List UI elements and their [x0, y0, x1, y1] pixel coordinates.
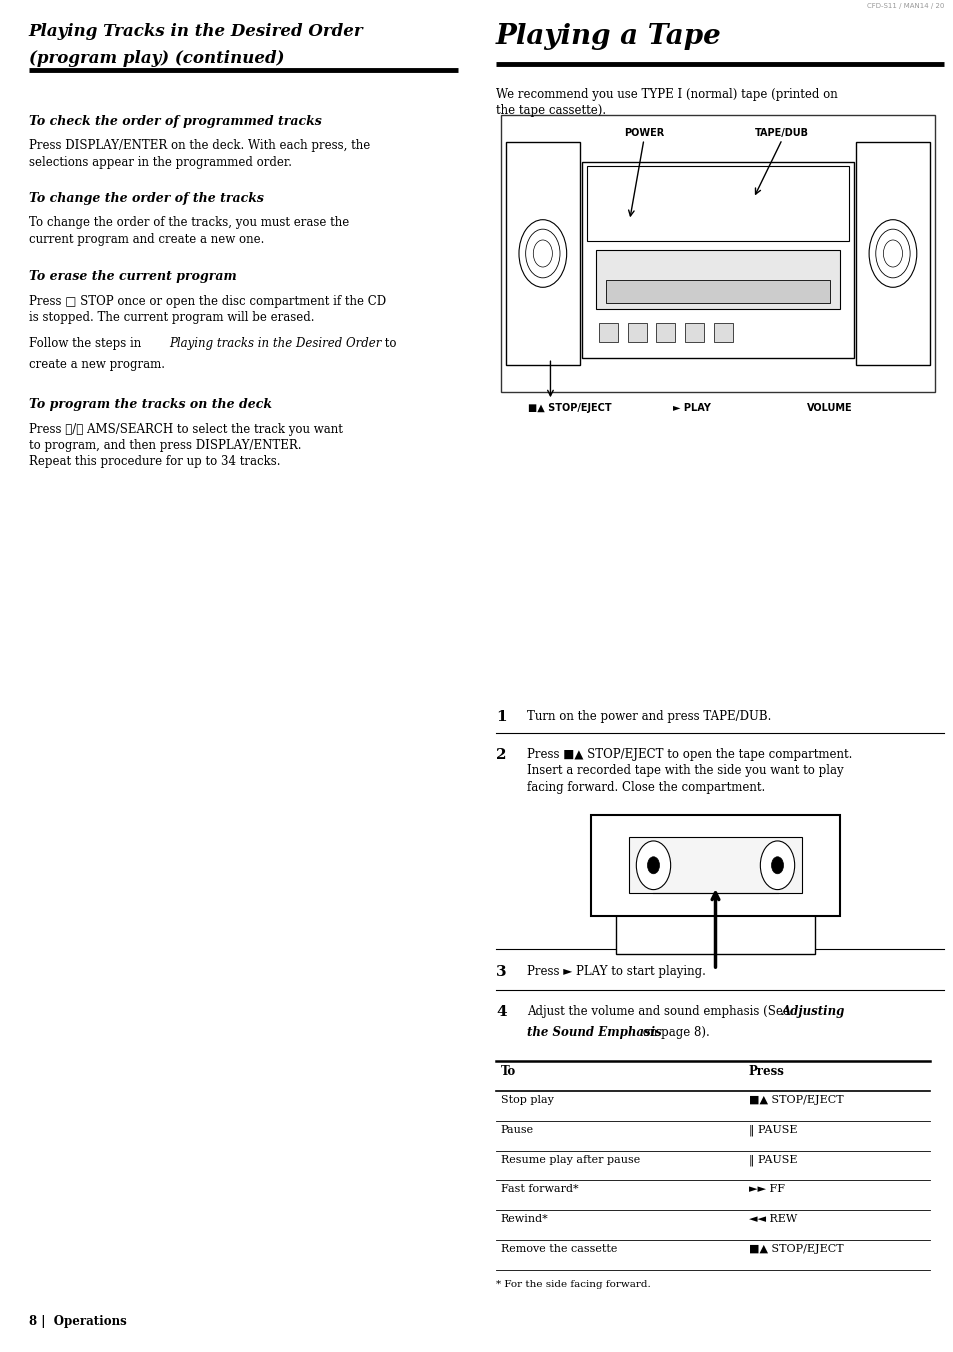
Circle shape [636, 841, 670, 890]
Bar [684, 323, 703, 342]
Text: 3: 3 [496, 965, 506, 979]
Text: ►► FF: ►► FF [748, 1184, 784, 1194]
Text: Press DISPLAY/ENTER on the deck. With each press, the
selections appear in the p: Press DISPLAY/ENTER on the deck. With ea… [29, 139, 370, 169]
Circle shape [518, 220, 566, 288]
Text: 2: 2 [496, 748, 506, 761]
Circle shape [760, 841, 794, 890]
Bar [616, 914, 814, 955]
Text: Adjust the volume and sound emphasis (See: Adjust the volume and sound emphasis (Se… [526, 1005, 792, 1018]
Text: POWER: POWER [623, 128, 663, 138]
Text: ‖ PAUSE: ‖ PAUSE [748, 1155, 797, 1167]
Bar [591, 814, 839, 917]
Text: ◄◄ REW: ◄◄ REW [748, 1214, 797, 1224]
Text: 1: 1 [496, 710, 506, 723]
Text: To: To [500, 1065, 516, 1079]
Text: Resume play after pause: Resume play after pause [500, 1155, 639, 1164]
Text: TAPE/DUB: TAPE/DUB [755, 128, 808, 138]
Text: ■▲ STOP/EJECT: ■▲ STOP/EJECT [527, 403, 611, 412]
Bar [596, 250, 839, 310]
Circle shape [771, 857, 782, 873]
Text: Adjusting: Adjusting [781, 1005, 844, 1018]
Circle shape [533, 241, 552, 268]
Bar [586, 166, 848, 241]
Text: Press □ STOP once or open the disc compartment if the CD
is stopped. The current: Press □ STOP once or open the disc compa… [29, 295, 385, 324]
Text: Remove the cassette: Remove the cassette [500, 1244, 617, 1253]
Text: Rewind*: Rewind* [500, 1214, 548, 1224]
Text: To check the order of programmed tracks: To check the order of programmed tracks [29, 115, 321, 128]
Bar [500, 115, 934, 392]
Bar [628, 837, 801, 894]
Bar [627, 323, 646, 342]
Text: to: to [380, 337, 395, 350]
Text: Playing tracks in the Desired Order: Playing tracks in the Desired Order [169, 337, 381, 350]
Text: Playing Tracks in the Desired Order: Playing Tracks in the Desired Order [29, 23, 363, 41]
Text: To program the tracks on the deck: To program the tracks on the deck [29, 397, 272, 411]
Circle shape [875, 228, 909, 279]
Text: Fast forward*: Fast forward* [500, 1184, 578, 1194]
Text: ■▲ STOP/EJECT: ■▲ STOP/EJECT [748, 1095, 842, 1105]
Text: the Sound Emphasis: the Sound Emphasis [526, 1026, 660, 1040]
Text: CFD-S11 / MAN14 / 20: CFD-S11 / MAN14 / 20 [866, 3, 943, 8]
Text: Press ᑊ/ᑋ AMS/SEARCH to select the track you want
to program, and then press DIS: Press ᑊ/ᑋ AMS/SEARCH to select the track… [29, 422, 342, 469]
Text: Press ► PLAY to start playing.: Press ► PLAY to start playing. [526, 965, 704, 979]
Text: To change the order of the tracks: To change the order of the tracks [29, 192, 263, 206]
Text: Turn on the power and press TAPE/DUB.: Turn on the power and press TAPE/DUB. [526, 710, 770, 723]
Text: We recommend you use TYPE I (normal) tape (printed on
the tape cassette).: We recommend you use TYPE I (normal) tap… [496, 88, 837, 118]
Bar [713, 323, 732, 342]
Circle shape [647, 857, 659, 873]
Circle shape [868, 220, 916, 288]
Bar [505, 142, 579, 365]
Text: Press: Press [748, 1065, 784, 1079]
Text: Follow the steps in: Follow the steps in [29, 337, 145, 350]
Text: on page 8).: on page 8). [639, 1026, 709, 1040]
Circle shape [525, 228, 559, 279]
Bar [855, 142, 929, 365]
Text: To erase the current program: To erase the current program [29, 270, 236, 284]
Text: To change the order of the tracks, you must erase the
current program and create: To change the order of the tracks, you m… [29, 216, 349, 246]
Text: * For the side facing forward.: * For the side facing forward. [496, 1280, 650, 1290]
Text: Stop play: Stop play [500, 1095, 553, 1105]
Text: 8 |  Operations: 8 | Operations [29, 1314, 126, 1328]
Bar [581, 162, 853, 358]
Circle shape [882, 241, 902, 268]
Text: VOLUME: VOLUME [806, 403, 852, 412]
Text: create a new program.: create a new program. [29, 357, 165, 370]
Bar [598, 323, 618, 342]
Text: Press ■▲ STOP/EJECT to open the tape compartment.
Insert a recorded tape with th: Press ■▲ STOP/EJECT to open the tape com… [526, 748, 851, 794]
Bar [605, 280, 829, 303]
Bar [656, 323, 675, 342]
Text: 4: 4 [496, 1005, 506, 1018]
Text: (program play) (continued): (program play) (continued) [29, 50, 284, 68]
Text: ■▲ STOP/EJECT: ■▲ STOP/EJECT [748, 1244, 842, 1253]
Text: Playing a Tape: Playing a Tape [496, 23, 721, 50]
Text: ► PLAY: ► PLAY [672, 403, 710, 412]
Text: Pause: Pause [500, 1125, 534, 1134]
Text: ‖ PAUSE: ‖ PAUSE [748, 1125, 797, 1137]
